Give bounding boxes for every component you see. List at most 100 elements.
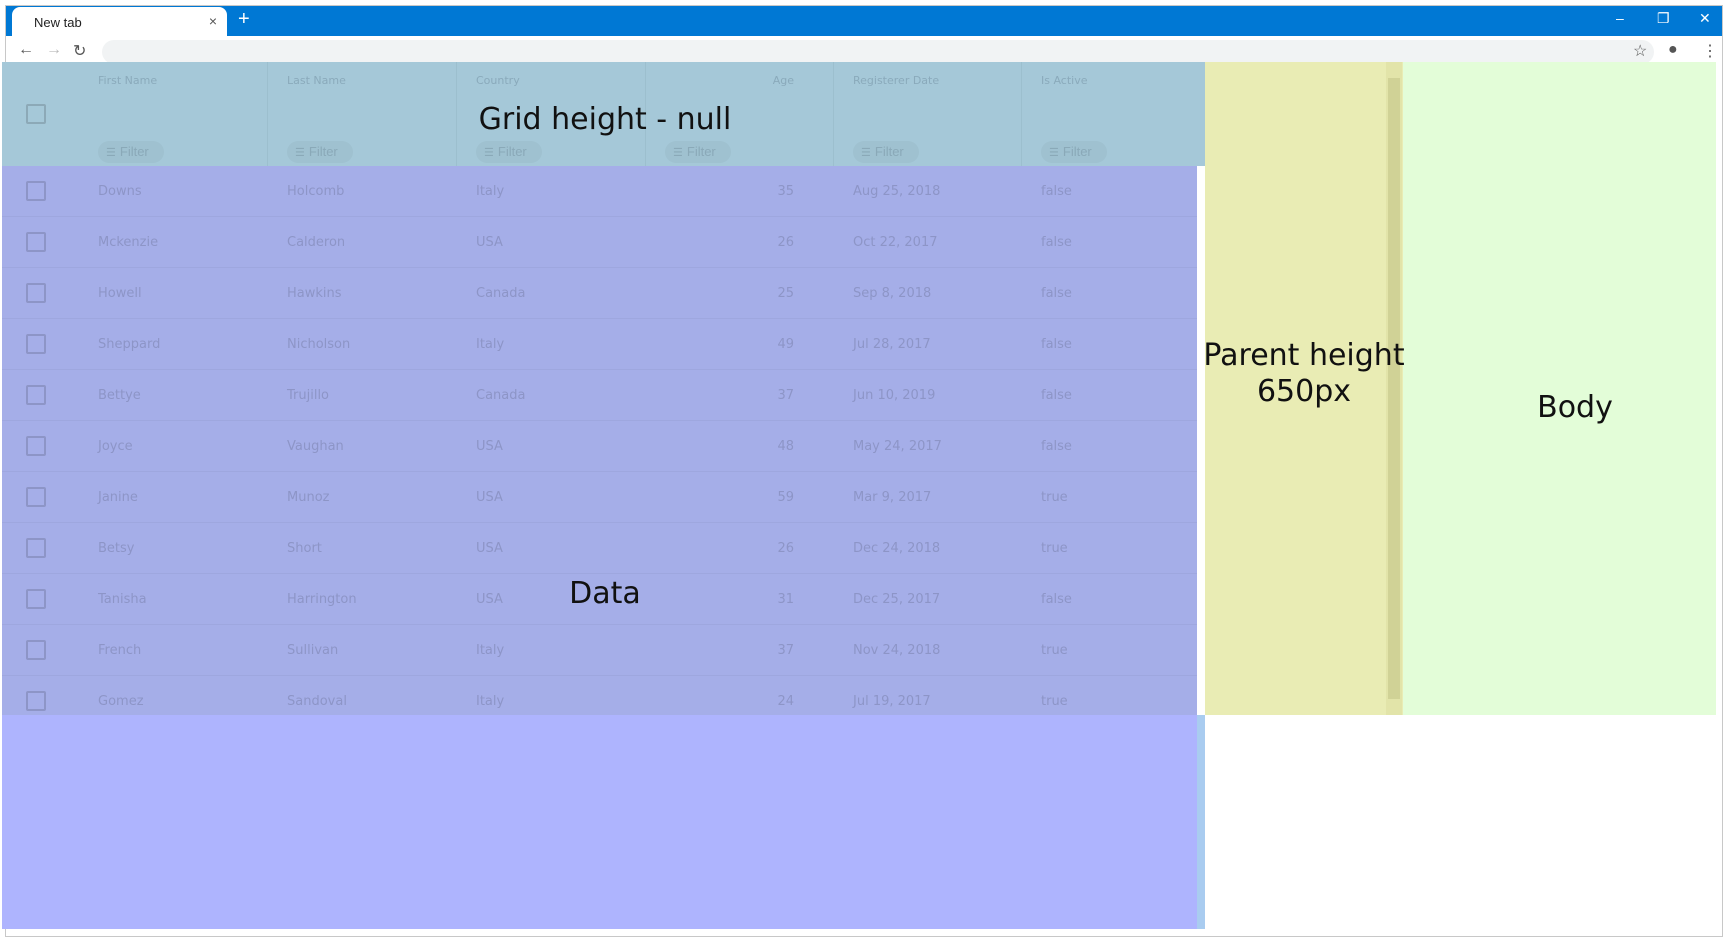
table-cell: Janine: [98, 490, 138, 505]
table-cell: 49: [777, 337, 794, 352]
table-cell: Italy: [476, 337, 505, 352]
star-icon[interactable]: ☆: [1633, 43, 1648, 60]
table-row[interactable]: Mckenzie Calderon USA 26 Oct 22, 2017 false: [2, 217, 1197, 268]
filter-button[interactable]: ☰ Filter: [98, 141, 164, 163]
table-row[interactable]: Bettye Trujillo Canada 37 Jun 10, 2019 false: [2, 370, 1197, 421]
row-checkbox[interactable]: [26, 589, 46, 609]
table-cell: Jul 28, 2017: [853, 337, 931, 352]
table-cell: 26: [777, 541, 794, 556]
row-checkbox[interactable]: [26, 640, 46, 660]
table-cell: Sheppard: [98, 337, 161, 352]
column-header[interactable]: Age: [772, 74, 794, 87]
scrollbar[interactable]: [1386, 62, 1402, 715]
back-icon[interactable]: ←: [18, 41, 34, 58]
column-header[interactable]: Last Name: [287, 74, 346, 87]
table-cell: Sullivan: [287, 643, 339, 658]
table-cell: true: [1041, 490, 1068, 505]
table-row[interactable]: Howell Hawkins Canada 25 Sep 8, 2018 false: [2, 268, 1197, 319]
forward-icon[interactable]: →: [46, 41, 62, 58]
profile-icon[interactable]: ●: [1668, 41, 1678, 58]
table-row[interactable]: Janine Munoz USA 59 Mar 9, 2017 true: [2, 472, 1197, 523]
table-cell: Vaughan: [287, 439, 344, 454]
filter-label: Filter: [308, 144, 338, 159]
table-row[interactable]: Downs Holcomb Italy 35 Aug 25, 2018 false: [2, 166, 1197, 217]
table-cell: Italy: [476, 643, 505, 658]
table-cell: true: [1041, 643, 1068, 658]
table-cell: 25: [777, 286, 794, 301]
table-cell: Mar 9, 2017: [853, 490, 932, 505]
table-cell: 35: [777, 184, 794, 199]
tab-bar: New tab × + – ❐ ✕: [6, 6, 1722, 37]
row-checkbox[interactable]: [26, 181, 46, 201]
column-header[interactable]: Registerer Date: [853, 74, 940, 87]
scrollbar-thumb[interactable]: [1388, 78, 1400, 699]
table-cell: Hawkins: [287, 286, 342, 301]
column-divider: [833, 62, 834, 166]
select-all-checkbox[interactable]: [26, 104, 46, 124]
table-cell: Nov 24, 2018: [853, 643, 941, 658]
close-tab-icon[interactable]: ×: [208, 13, 217, 29]
table-cell: Joyce: [98, 439, 133, 454]
minimize-icon[interactable]: –: [1616, 10, 1624, 26]
grid-height-label: Grid height - null: [478, 102, 732, 137]
table-cell: true: [1041, 694, 1068, 709]
close-window-icon[interactable]: ✕: [1699, 10, 1711, 26]
row-checkbox[interactable]: [26, 334, 46, 354]
filter-label: Filter: [119, 144, 149, 159]
address-bar[interactable]: [102, 40, 1654, 64]
toolbar: ← → ↻ ☆ ● ⋮: [6, 36, 1722, 67]
table-cell: Canada: [476, 286, 526, 301]
column-header[interactable]: Country: [476, 74, 520, 87]
row-checkbox[interactable]: [26, 232, 46, 252]
row-checkbox[interactable]: [26, 487, 46, 507]
reload-icon[interactable]: ↻: [73, 43, 87, 60]
filter-button[interactable]: ☰ Filter: [665, 141, 731, 163]
table-cell: Bettye: [98, 388, 141, 403]
table-cell: Sep 8, 2018: [853, 286, 932, 301]
row-checkbox[interactable]: [26, 538, 46, 558]
table-row[interactable]: Tanisha Harrington USA 31 Dec 25, 2017 false: [2, 574, 1197, 625]
filter-button[interactable]: ☰ Filter: [476, 141, 542, 163]
table-cell: Sandoval: [287, 694, 347, 709]
table-cell: Italy: [476, 694, 505, 709]
filter-button[interactable]: ☰ Filter: [287, 141, 353, 163]
table-cell: false: [1041, 388, 1072, 403]
row-checkbox[interactable]: [26, 691, 46, 711]
body-area: [1403, 62, 1716, 715]
column-divider: [645, 62, 646, 166]
tab-new-tab[interactable]: New tab ×: [12, 7, 227, 37]
table-cell: 37: [777, 643, 794, 658]
row-checkbox[interactable]: [26, 436, 46, 456]
table-cell: 59: [777, 490, 794, 505]
column-header[interactable]: Is Active: [1041, 74, 1088, 87]
new-tab-button[interactable]: +: [238, 8, 250, 30]
data-label: Data: [569, 576, 641, 611]
filter-label: Filter: [874, 144, 904, 159]
row-checkbox[interactable]: [26, 283, 46, 303]
table-row[interactable]: Betsy Short USA 26 Dec 24, 2018 true: [2, 523, 1197, 574]
table-cell: Jun 10, 2019: [853, 388, 936, 403]
column-divider: [456, 62, 457, 166]
table-row[interactable]: Joyce Vaughan USA 48 May 24, 2017 false: [2, 421, 1197, 472]
menu-icon[interactable]: ⋮: [1702, 43, 1718, 60]
column-divider: [267, 62, 268, 166]
table-row[interactable]: French Sullivan Italy 37 Nov 24, 2018 true: [2, 625, 1197, 676]
table-cell: Howell: [98, 286, 142, 301]
filter-icon: ☰: [106, 147, 116, 159]
table-cell: Dec 24, 2018: [853, 541, 941, 556]
restore-icon[interactable]: ❐: [1657, 10, 1670, 26]
table-cell: USA: [476, 235, 503, 250]
table-row[interactable]: Sheppard Nicholson Italy 49 Jul 28, 2017 fals…: [2, 319, 1197, 370]
grid-header: First Name ☰ Filter Last Name ☰ Filter Country…: [2, 62, 1205, 166]
table-cell: Betsy: [98, 541, 135, 556]
filter-button[interactable]: ☰ Filter: [1041, 141, 1107, 163]
parent-container: [1205, 62, 1403, 715]
data-overlay-edge: [1197, 715, 1205, 929]
row-checkbox[interactable]: [26, 385, 46, 405]
data-overlay: [2, 715, 1197, 929]
column-header[interactable]: First Name: [98, 74, 158, 87]
table-cell: USA: [476, 592, 503, 607]
table-cell: false: [1041, 439, 1072, 454]
table-cell: 37: [777, 388, 794, 403]
filter-button[interactable]: ☰ Filter: [853, 141, 919, 163]
